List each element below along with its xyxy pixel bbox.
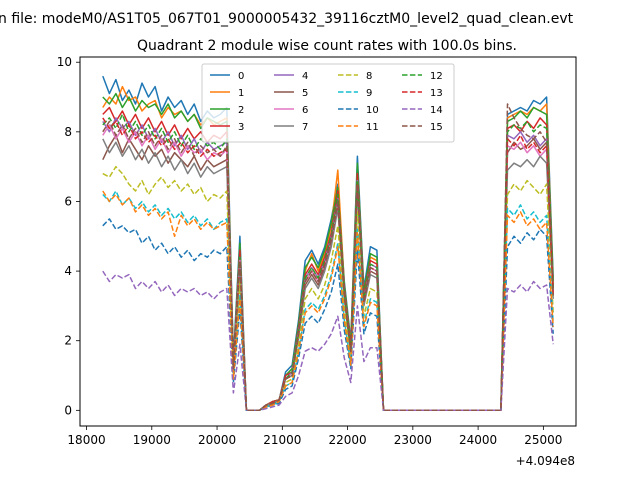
legend-label-7: 7 [302,122,308,133]
x-offset-label: +4.094e8 [516,454,575,468]
x-tick-label: 19000 [133,433,171,447]
y-axis: 0 2 4 6 8 10 [57,55,80,417]
x-tick-label: 20000 [198,433,236,447]
series-line-5 [102,134,554,412]
series-line-15 [102,103,554,412]
legend-label-5: 5 [302,88,308,99]
y-tick-label: 10 [57,55,72,69]
series-layer [102,75,554,412]
x-tick-label: 18000 [67,433,105,447]
legend-label-14: 14 [430,105,443,116]
x-tick-label: 23000 [394,433,432,447]
series-line-8 [102,165,554,412]
legend-label-10: 10 [366,105,379,116]
legend-box [201,63,455,143]
x-tick-label: 21000 [263,433,301,447]
series-line-9 [102,190,554,412]
legend-label-4: 4 [302,71,308,82]
legend-label-13: 13 [430,88,443,99]
series-line-14 [102,270,554,412]
legend-label-15: 15 [430,122,443,133]
y-tick-label: 8 [64,125,72,139]
y-tick-label: 0 [64,403,72,417]
x-tick-label: 25000 [524,433,562,447]
legend-label-2: 2 [238,105,244,116]
x-tick-label: 24000 [459,433,497,447]
plot-frame [79,56,577,427]
y-tick-label: 6 [64,194,72,208]
x-axis: 18000 19000 20000 21000 22000 23000 24000 25000 [67,426,562,447]
chart-suptitle: n file: modeM0/AS1T05_067T01_9000005432_… [0,11,574,27]
series-line-6 [102,124,554,412]
legend-label-11: 11 [366,122,379,133]
legend-label-6: 6 [302,105,308,116]
series-line-11 [102,190,554,412]
chart-title: Quadrant 2 module wise count rates with … [137,38,517,54]
legend-label-8: 8 [366,71,372,82]
x-tick-label: 22000 [328,433,366,447]
legend-label-12: 12 [430,71,443,82]
legend-label-3: 3 [238,122,244,133]
y-tick-label: 4 [64,264,72,278]
legend-label-9: 9 [366,88,372,99]
y-tick-label: 2 [64,334,72,348]
legend-label-0: 0 [238,71,244,82]
legend-label-1: 1 [238,88,244,99]
